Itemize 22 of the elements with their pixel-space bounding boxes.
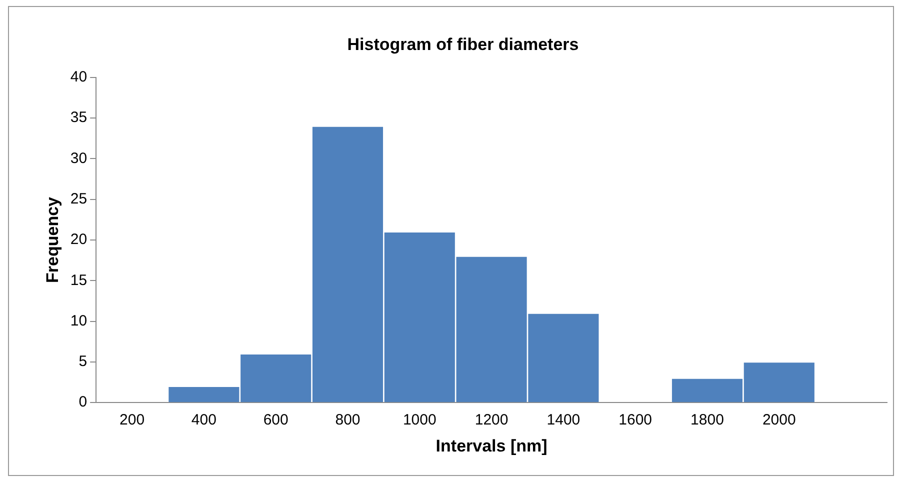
y-tick-label: 5	[78, 353, 88, 370]
y-tick-label: 40	[70, 68, 88, 86]
y-tick-label: 30	[70, 150, 88, 167]
x-tick-label: 600	[263, 412, 288, 429]
x-axis-title: Intervals [nm]	[436, 436, 548, 456]
y-axis-title: Frequency	[42, 196, 62, 283]
x-tick-label: 1600	[618, 412, 652, 429]
y-tick-label: 25	[70, 190, 88, 208]
x-tick-label: 1400	[546, 412, 580, 429]
x-tick-label: 1200	[474, 412, 508, 429]
x-tick-label: 200	[120, 412, 145, 429]
x-tick-label: 400	[191, 412, 216, 429]
x-tick-label: 1800	[690, 412, 724, 429]
x-tick-label: 1000	[402, 412, 436, 429]
chart-title: Histogram of fiber diameters	[347, 34, 579, 54]
y-tick-label: 15	[70, 272, 88, 289]
y-tick-label: 10	[70, 312, 88, 330]
y-tick-label: 20	[70, 231, 88, 248]
x-tick-label: 800	[335, 412, 360, 429]
x-tick-label: 2000	[762, 412, 796, 429]
y-tick-label: 35	[70, 109, 88, 126]
y-tick-label: 0	[78, 394, 88, 411]
